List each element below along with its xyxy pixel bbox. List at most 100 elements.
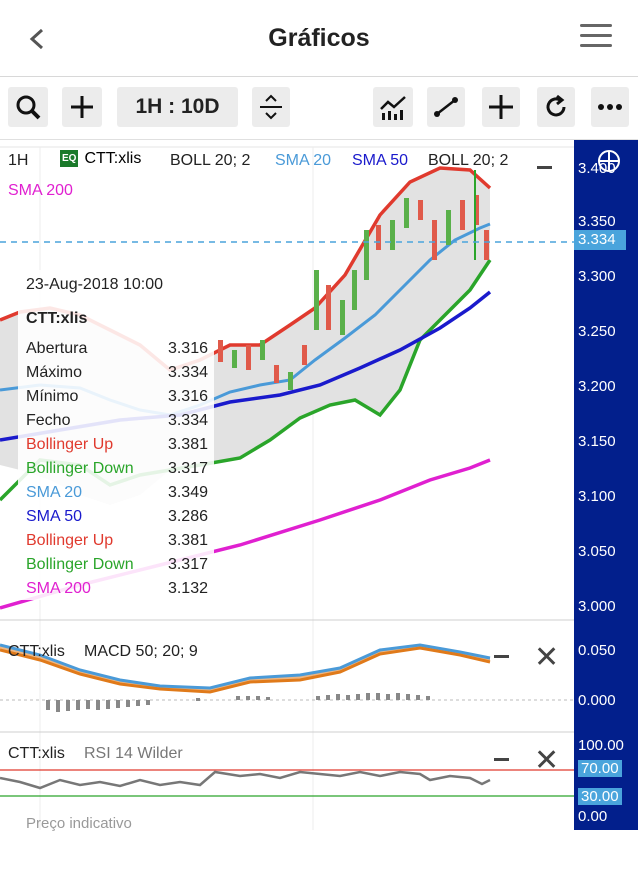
- rsi-tick-oversold: 30.00: [578, 788, 622, 805]
- page-title: Gráficos: [268, 24, 370, 52]
- tooltip-row-value: 3.132: [167, 580, 208, 597]
- tooltip-row-label: SMA 200: [26, 580, 91, 597]
- tooltip-row: SMA 50 3.286: [26, 508, 208, 526]
- macd-tick: 0.050: [578, 642, 616, 659]
- data-tooltip: 23-Aug-2018 10:00 CTT:xlis Abertura 3.316…: [18, 270, 214, 600]
- split-icon: [260, 94, 282, 120]
- tooltip-row-label: Fecho: [26, 412, 71, 429]
- day-label: 13: [42, 838, 59, 855]
- tooltip-row-label: Bollinger Up: [26, 532, 114, 549]
- day-label: 10: [2, 838, 19, 855]
- tooltip-row: Bollinger Down 3.317: [26, 460, 208, 478]
- price-tick: 3.100: [578, 488, 616, 505]
- tooltip-row-value: 3.334: [167, 364, 208, 381]
- price-tick: 3.350: [578, 213, 616, 230]
- tooltip-row-value: 3.286: [167, 508, 208, 525]
- tooltip-symbol: CTT:xlis: [26, 310, 88, 327]
- macd-close-icon[interactable]: ✕: [534, 641, 560, 674]
- macd-collapse-icon[interactable]: [494, 655, 509, 658]
- macd-histogram: [46, 693, 430, 712]
- macd-signal-line: [0, 646, 491, 694]
- hamburger-icon: [580, 24, 612, 27]
- eq-badge: EQ: [60, 150, 79, 168]
- sma20-legend: SMA 20: [275, 152, 332, 169]
- interval-label: 1H: [8, 152, 29, 169]
- current-price-badge: 3.334: [574, 230, 626, 250]
- price-tick: 3.050: [578, 543, 616, 560]
- tooltip-row-value: 3.317: [167, 460, 208, 477]
- crosshair-icon: [489, 95, 513, 119]
- tooltip-row-label: Mínimo: [26, 388, 79, 405]
- draw-button[interactable]: [427, 87, 465, 127]
- rsi-close-icon[interactable]: ✕: [534, 744, 560, 777]
- tooltip-row: SMA 20 3.349: [26, 484, 208, 502]
- rsi-label: RSI 14 Wilder: [84, 745, 183, 762]
- tooltip-row: Bollinger Up 3.381: [26, 532, 208, 550]
- macd-label: MACD 50; 20; 9: [84, 643, 198, 660]
- tooltip-row-value: 3.349: [167, 484, 208, 501]
- macd-symbol: CTT:xlis: [8, 643, 65, 660]
- search-icon: [16, 95, 41, 120]
- app-header: Gráficos: [0, 0, 638, 77]
- chevron-left-icon: [29, 28, 44, 50]
- tooltip-row-label: SMA 50: [26, 508, 83, 525]
- collapse-panel-icon[interactable]: [537, 166, 552, 169]
- tooltip-row-value: 3.317: [167, 556, 208, 573]
- hamburger-icon-bar: [580, 34, 612, 37]
- tooltip-row-label: Abertura: [26, 340, 88, 357]
- macd-tick: 0.000: [578, 692, 616, 709]
- chart-toolbar: 1H : 10D: [0, 77, 638, 140]
- more-button[interactable]: [591, 87, 629, 127]
- tooltip-row-value: 3.334: [167, 412, 208, 429]
- tooltip-row-label: Bollinger Down: [26, 460, 134, 477]
- rsi-tick: 0.00: [578, 808, 608, 825]
- compare-button[interactable]: [252, 87, 290, 127]
- rsi-line: [0, 770, 491, 790]
- tooltip-date: 23-Aug-2018 10:00: [26, 276, 163, 293]
- crosshair-button[interactable]: [482, 87, 520, 127]
- boll-label: BOLL 20; 2: [170, 152, 251, 169]
- tooltip-row: Mínimo 3.316: [26, 388, 208, 406]
- more-icon: [598, 104, 622, 110]
- add-button[interactable]: [62, 87, 102, 127]
- symbol-label: CTT:xlis: [84, 150, 142, 167]
- indicator-button[interactable]: [373, 87, 413, 127]
- tooltip-row: Bollinger Up 3.381: [26, 436, 208, 454]
- tooltip-row-label: Máximo: [26, 364, 83, 381]
- plus-icon: [71, 96, 93, 118]
- boll-label-2: BOLL 20; 2: [428, 152, 509, 169]
- candlesticks: [218, 170, 489, 390]
- tooltip-row: Abertura 3.316: [26, 340, 208, 358]
- tooltip-row-label: Bollinger Up: [26, 436, 114, 453]
- tooltip-row-value: 3.381: [167, 436, 208, 453]
- menu-button[interactable]: [580, 24, 612, 54]
- price-axis-panel: [574, 140, 638, 830]
- price-disclaimer: Preço indicativo: [26, 815, 132, 832]
- price-tick: 3.400: [578, 160, 616, 177]
- rsi-tick-overbought: 70.00: [578, 760, 622, 777]
- price-tick: 3.000: [578, 598, 616, 615]
- hamburger-icon-bar: [580, 44, 612, 47]
- tooltip-row: SMA 200 3.132: [26, 580, 208, 598]
- price-tick: 3.200: [578, 378, 616, 395]
- tooltip-row-value: 3.381: [167, 532, 208, 549]
- month-label: August 2018: [272, 860, 357, 877]
- price-tick: 3.150: [578, 433, 616, 450]
- price-tick: 3.300: [578, 268, 616, 285]
- crosshair-target-icon[interactable]: [596, 148, 622, 174]
- sma50-legend: SMA 50: [352, 152, 409, 169]
- tooltip-row: Fecho 3.334: [26, 412, 208, 430]
- tooltip-row-value: 3.316: [167, 388, 208, 405]
- tooltip-row: Máximo 3.334: [26, 364, 208, 382]
- line-draw-icon: [434, 97, 458, 117]
- back-button[interactable]: [26, 22, 46, 62]
- rsi-collapse-icon[interactable]: [494, 758, 509, 761]
- tooltip-row-label: Bollinger Down: [26, 556, 134, 573]
- rsi-symbol: CTT:xlis: [8, 745, 65, 762]
- sma200-legend: SMA 200: [8, 182, 73, 199]
- refresh-button[interactable]: [537, 87, 575, 127]
- zoom-button[interactable]: [8, 87, 48, 127]
- tooltip-row-label: SMA 20: [26, 484, 83, 501]
- rsi-tick: 100.00: [578, 737, 624, 754]
- period-selector[interactable]: 1H : 10D: [117, 87, 238, 127]
